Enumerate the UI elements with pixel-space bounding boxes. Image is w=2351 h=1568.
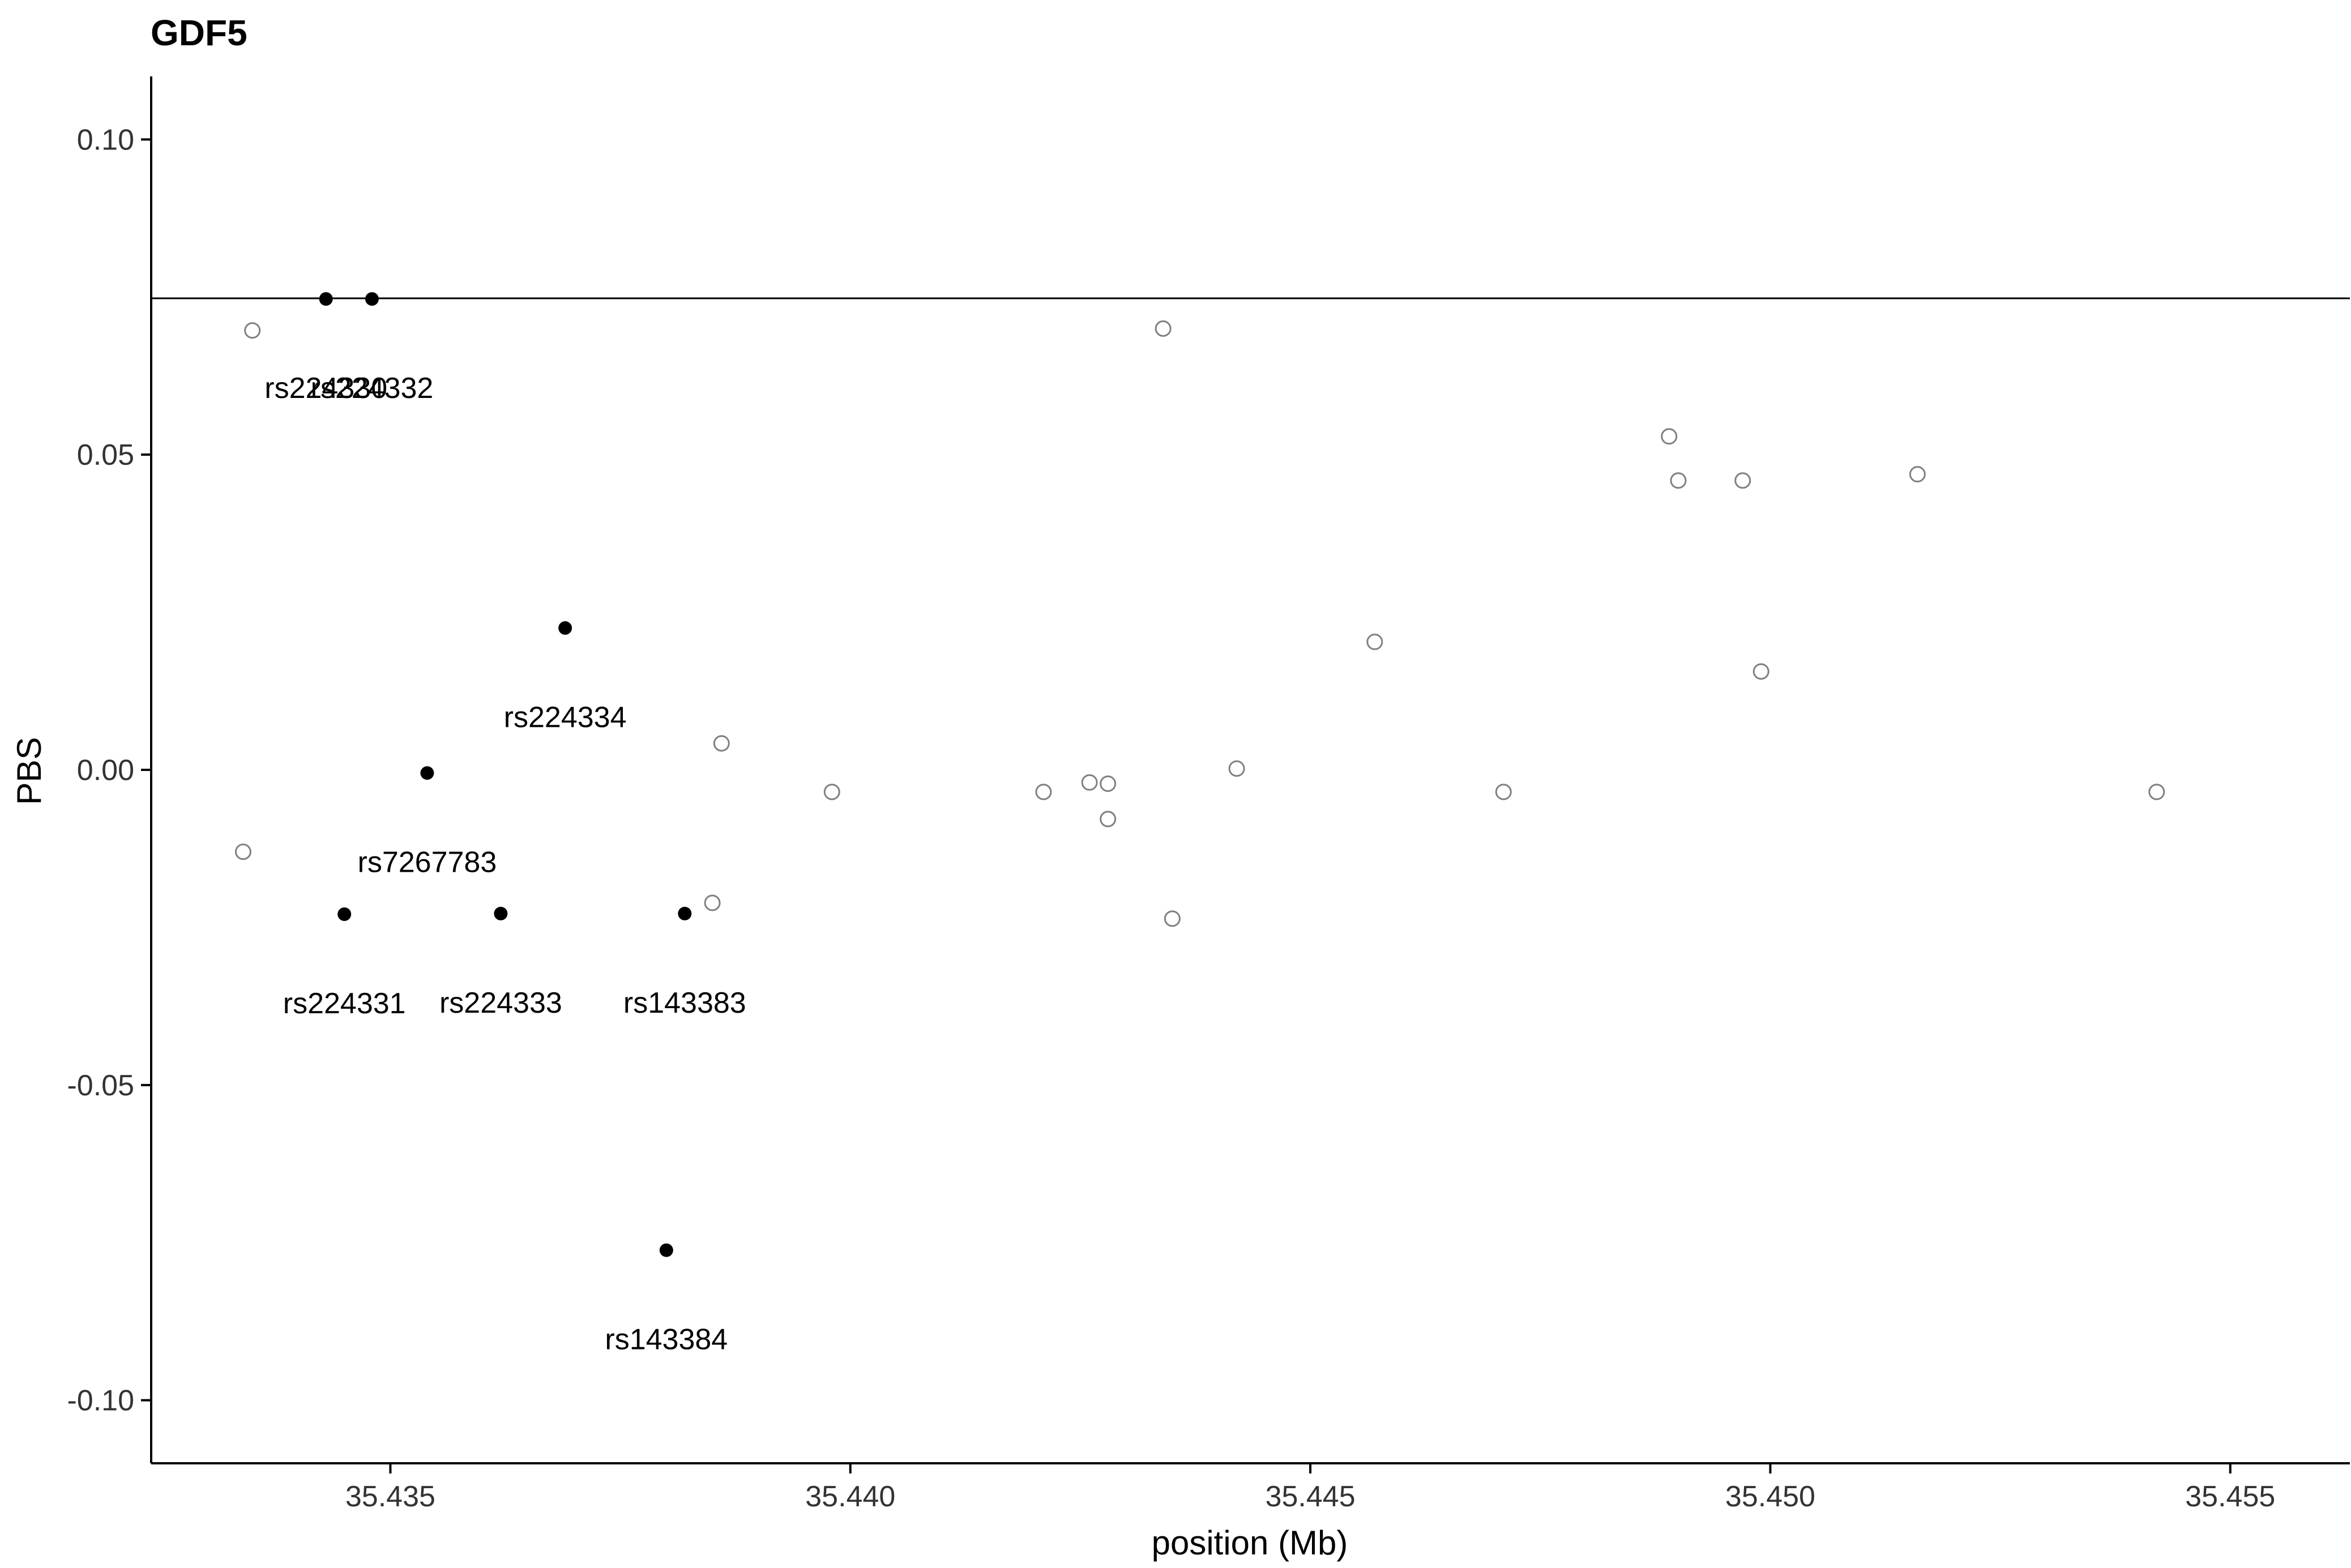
filled-point bbox=[420, 766, 434, 780]
point-label: rs143383 bbox=[623, 987, 746, 1019]
y-tick-label: 0.05 bbox=[77, 439, 134, 472]
filled-point bbox=[558, 621, 572, 635]
filled-point bbox=[365, 292, 379, 306]
point-label: rs7267783 bbox=[358, 846, 497, 879]
filled-point bbox=[319, 292, 333, 306]
y-tick-label: 0.10 bbox=[77, 123, 134, 156]
open-point bbox=[1164, 910, 1181, 927]
open-point bbox=[234, 843, 251, 860]
open-point bbox=[244, 322, 261, 339]
point-label: rs143384 bbox=[605, 1323, 728, 1356]
y-tick-label: -0.05 bbox=[67, 1069, 134, 1102]
open-point bbox=[1909, 466, 1926, 483]
filled-point bbox=[678, 906, 692, 920]
open-point bbox=[1081, 774, 1098, 791]
x-tick-label: 35.445 bbox=[1266, 1480, 1356, 1513]
open-point bbox=[1495, 783, 1512, 800]
x-tick-label: 35.440 bbox=[805, 1480, 895, 1513]
open-point bbox=[704, 894, 721, 911]
x-tick-label: 35.455 bbox=[2185, 1480, 2275, 1513]
y-axis-label: PBS bbox=[10, 737, 48, 805]
point-label: rs224330 bbox=[264, 372, 387, 405]
point-label: rs224331 bbox=[283, 987, 406, 1020]
open-point bbox=[1100, 776, 1117, 792]
open-point bbox=[1752, 663, 1769, 680]
x-axis-label: position (Mb) bbox=[1152, 1524, 1348, 1562]
open-point bbox=[713, 735, 730, 752]
filled-point bbox=[659, 1243, 673, 1257]
open-point bbox=[823, 783, 840, 800]
x-tick-label: 35.450 bbox=[1725, 1480, 1815, 1513]
point-label: rs224332 bbox=[311, 372, 434, 405]
open-point bbox=[1228, 760, 1245, 777]
point-label: rs224333 bbox=[439, 987, 562, 1019]
filled-point bbox=[337, 907, 352, 922]
open-point bbox=[1661, 428, 1678, 445]
x-tick-label: 35.435 bbox=[345, 1480, 435, 1513]
open-point bbox=[1100, 811, 1117, 828]
plot-area: 0.10 0.05 0.00 -0.05 -0.10 35.435 35.440 35.445… bbox=[67, 76, 2350, 1513]
filled-point bbox=[494, 906, 508, 920]
chart-title: GDF5 bbox=[151, 12, 247, 53]
open-point bbox=[1670, 472, 1687, 489]
y-tick-label: -0.10 bbox=[67, 1385, 134, 1417]
open-point bbox=[1155, 320, 1172, 337]
open-point bbox=[1366, 633, 1383, 650]
point-label: rs224334 bbox=[504, 701, 627, 734]
open-point bbox=[1734, 472, 1751, 489]
y-tick-label: 0.00 bbox=[77, 754, 134, 787]
open-point bbox=[1035, 783, 1052, 800]
open-point bbox=[2148, 783, 2165, 800]
